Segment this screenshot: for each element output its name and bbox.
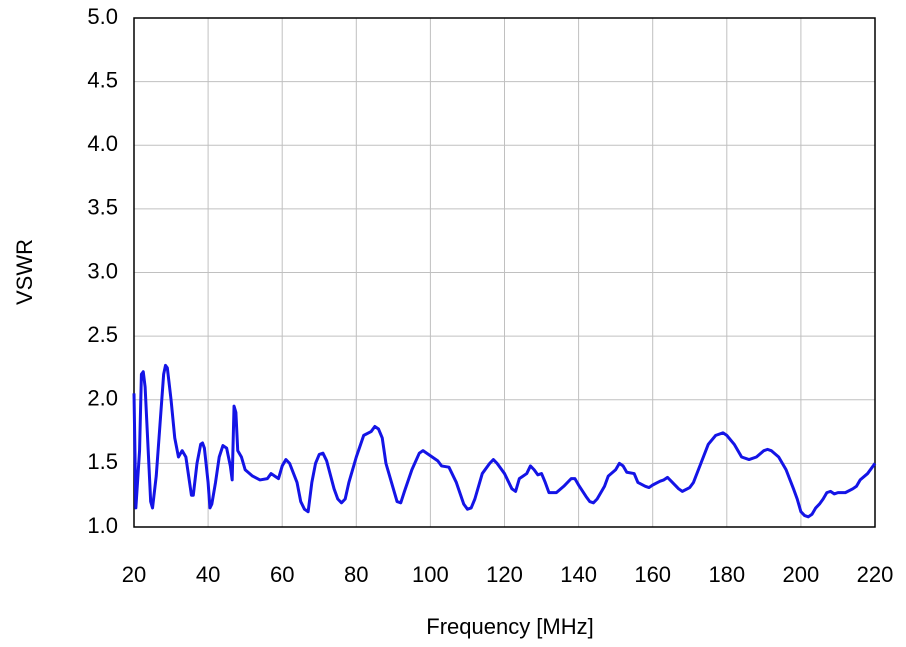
y-tick-label: 1.5 bbox=[87, 449, 118, 474]
x-tick-label: 140 bbox=[560, 562, 597, 587]
plot-border bbox=[133, 17, 876, 528]
y-tick-label: 4.0 bbox=[87, 131, 118, 156]
y-tick-label: 5.0 bbox=[87, 4, 118, 29]
x-tick-label: 200 bbox=[783, 562, 820, 587]
x-tick-label: 100 bbox=[412, 562, 449, 587]
x-tick-label: 180 bbox=[708, 562, 745, 587]
y-tick-label: 3.0 bbox=[87, 258, 118, 283]
x-axis-title: Frequency [MHz] bbox=[426, 614, 594, 639]
x-tick-label: 220 bbox=[857, 562, 894, 587]
y-tick-label: 3.5 bbox=[87, 195, 118, 220]
y-tick-label: 1.0 bbox=[87, 513, 118, 538]
x-tick-label: 80 bbox=[344, 562, 368, 587]
y-tick-label: 4.5 bbox=[87, 67, 118, 92]
y-axis-title: VSWR bbox=[12, 239, 37, 305]
x-tick-label: 40 bbox=[196, 562, 220, 587]
x-tick-label: 60 bbox=[270, 562, 294, 587]
y-tick-label: 2.5 bbox=[87, 322, 118, 347]
x-tick-label: 20 bbox=[122, 562, 146, 587]
x-tick-label: 160 bbox=[634, 562, 671, 587]
x-tick-label: 120 bbox=[486, 562, 523, 587]
y-tick-label: 2.0 bbox=[87, 386, 118, 411]
data-line bbox=[132, 363, 877, 519]
